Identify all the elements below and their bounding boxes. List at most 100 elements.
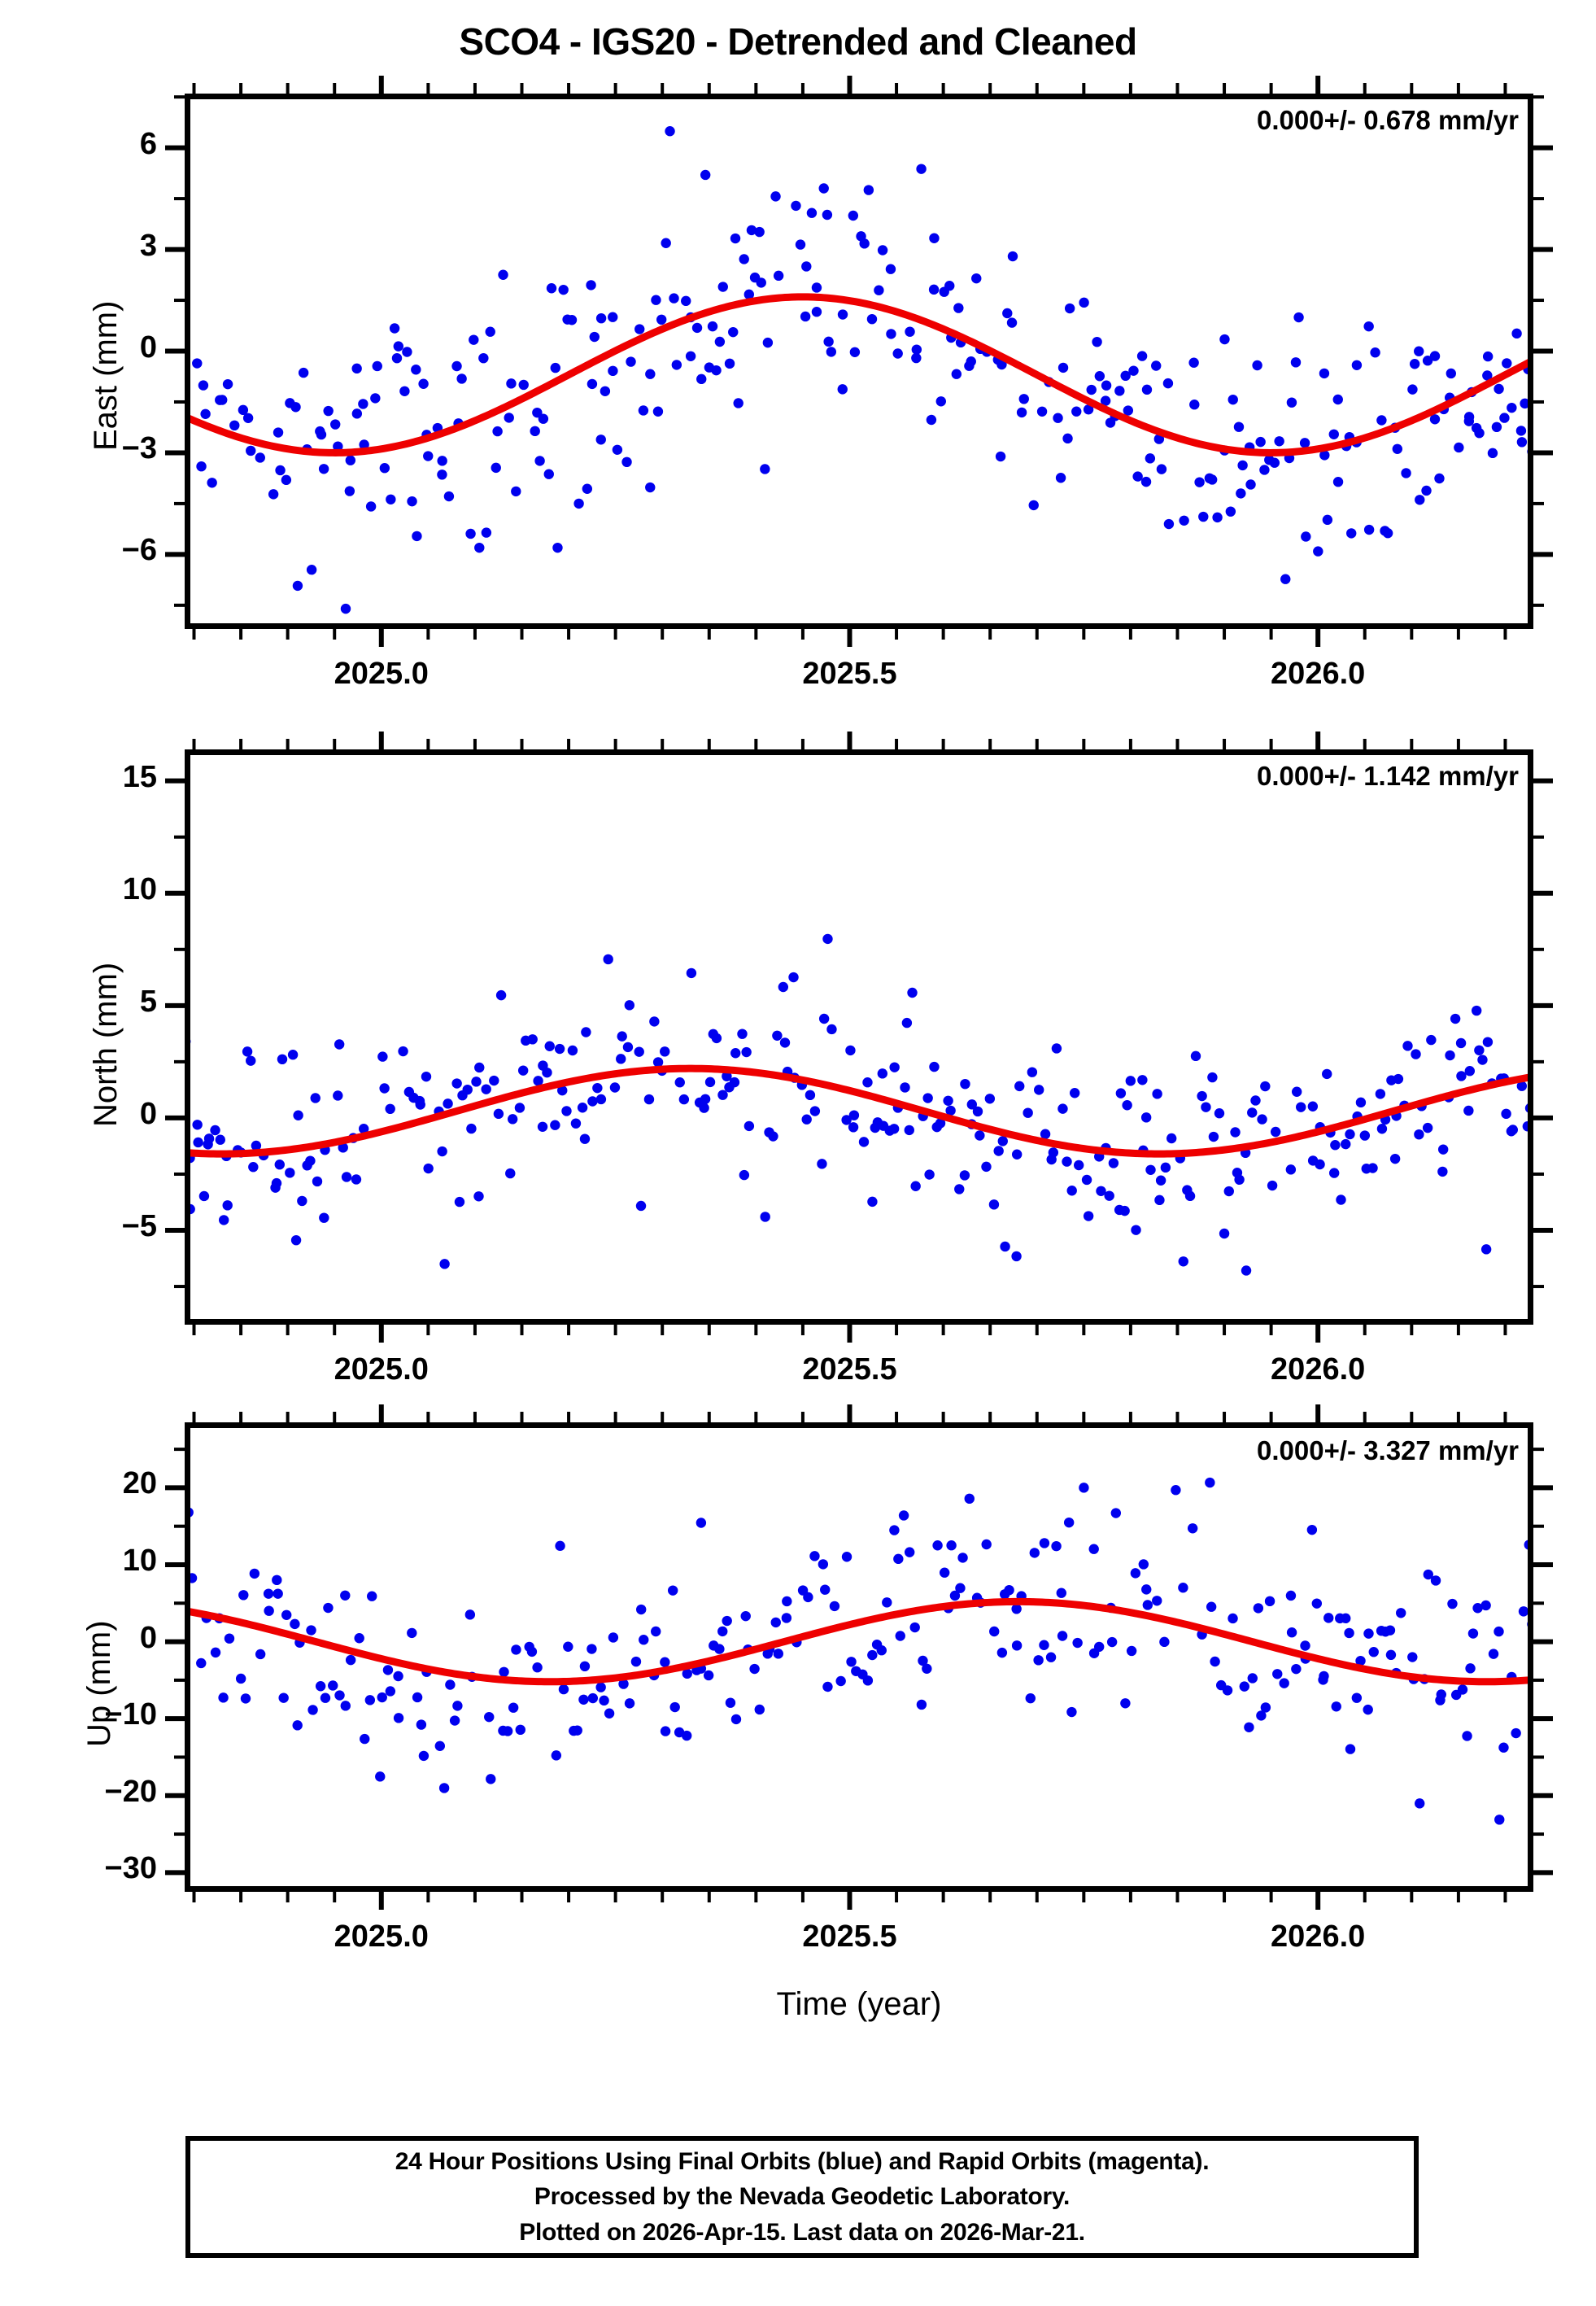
data-point bbox=[1002, 308, 1013, 319]
data-point bbox=[474, 1062, 485, 1073]
data-point bbox=[862, 1077, 873, 1088]
data-point bbox=[1498, 1742, 1509, 1753]
data-point bbox=[1128, 365, 1139, 376]
data-point bbox=[465, 528, 476, 539]
data-point bbox=[379, 463, 390, 474]
data-point bbox=[867, 1196, 878, 1208]
data-point bbox=[805, 1090, 816, 1101]
data-point bbox=[1346, 528, 1357, 539]
data-point bbox=[517, 1065, 529, 1076]
data-point bbox=[1234, 1174, 1245, 1186]
data-point bbox=[608, 312, 618, 322]
data-point bbox=[1299, 438, 1310, 448]
data-point bbox=[820, 1584, 831, 1595]
y-tick-label: 6 bbox=[139, 126, 157, 161]
data-point bbox=[809, 1551, 820, 1561]
data-point bbox=[242, 413, 254, 423]
data-point bbox=[1140, 1112, 1152, 1123]
data-point bbox=[464, 1609, 476, 1620]
data-point bbox=[290, 1234, 302, 1246]
data-point bbox=[966, 1099, 978, 1110]
data-point bbox=[328, 1680, 338, 1691]
data-point bbox=[1079, 1483, 1089, 1493]
data-point bbox=[1036, 406, 1048, 417]
data-point bbox=[846, 1657, 857, 1667]
data-point bbox=[916, 164, 927, 174]
data-point bbox=[586, 280, 596, 290]
data-point bbox=[1422, 1122, 1433, 1133]
data-point bbox=[809, 1106, 821, 1116]
data-point bbox=[452, 1701, 463, 1711]
data-point bbox=[595, 435, 606, 445]
data-point bbox=[550, 1120, 560, 1130]
data-point bbox=[218, 1215, 229, 1225]
data-point bbox=[953, 303, 964, 313]
y-tick-label: 0 bbox=[139, 330, 157, 365]
data-point bbox=[717, 1626, 728, 1637]
data-point bbox=[1437, 1166, 1448, 1177]
data-point bbox=[667, 1585, 678, 1596]
data-point bbox=[1073, 1160, 1084, 1171]
data-point bbox=[1285, 1164, 1297, 1175]
data-point bbox=[511, 1644, 521, 1655]
x-tick-label: 2025.5 bbox=[802, 1919, 897, 1954]
data-point bbox=[1480, 1600, 1491, 1611]
data-point bbox=[1494, 383, 1504, 395]
data-point bbox=[506, 378, 517, 389]
data-point bbox=[724, 358, 735, 369]
data-point bbox=[1064, 303, 1075, 314]
data-point bbox=[1501, 1108, 1511, 1120]
data-point bbox=[443, 1098, 453, 1109]
data-point bbox=[791, 200, 801, 212]
data-point bbox=[1132, 471, 1143, 482]
data-point bbox=[277, 1054, 288, 1065]
data-point bbox=[779, 1037, 791, 1048]
data-point bbox=[281, 1609, 292, 1621]
data-point bbox=[372, 360, 382, 372]
data-point bbox=[290, 402, 301, 413]
data-point bbox=[634, 1046, 644, 1057]
data-point bbox=[608, 1632, 619, 1643]
data-point bbox=[511, 486, 521, 497]
data-point bbox=[1130, 1568, 1141, 1579]
data-point bbox=[756, 277, 766, 288]
data-point bbox=[1247, 1107, 1258, 1118]
rate-annotation: 0.000+/- 1.142 mm/yr bbox=[1257, 761, 1519, 791]
data-point bbox=[305, 1155, 316, 1166]
data-point bbox=[877, 1068, 888, 1079]
data-point bbox=[929, 1061, 940, 1072]
data-point bbox=[1396, 1608, 1406, 1618]
data-point bbox=[1004, 1584, 1014, 1596]
data-point bbox=[552, 542, 563, 553]
data-point bbox=[1051, 1043, 1062, 1054]
data-point bbox=[754, 226, 765, 238]
data-point bbox=[901, 1017, 913, 1029]
data-point bbox=[1125, 1076, 1136, 1086]
data-point bbox=[1511, 328, 1522, 339]
data-point bbox=[972, 1106, 983, 1117]
data-point bbox=[778, 981, 789, 993]
data-point bbox=[1198, 511, 1209, 522]
data-point bbox=[1051, 1540, 1062, 1552]
data-point bbox=[340, 603, 351, 614]
data-point bbox=[546, 283, 557, 294]
data-point bbox=[981, 1539, 992, 1550]
data-point bbox=[924, 1169, 935, 1180]
data-point bbox=[340, 1701, 351, 1711]
data-point bbox=[1040, 1129, 1051, 1139]
data-point bbox=[729, 1077, 740, 1088]
y-tick-label: 5 bbox=[139, 984, 157, 1019]
data-point bbox=[837, 384, 848, 395]
data-point bbox=[268, 489, 279, 500]
data-point bbox=[210, 1125, 220, 1136]
data-point bbox=[595, 312, 607, 324]
data-point bbox=[566, 315, 578, 325]
data-point bbox=[714, 1644, 725, 1654]
data-point bbox=[451, 1078, 462, 1089]
data-point bbox=[255, 452, 265, 463]
data-point bbox=[681, 1730, 692, 1741]
data-point bbox=[1423, 1569, 1433, 1580]
data-point bbox=[1376, 1124, 1388, 1134]
data-point bbox=[740, 1610, 751, 1622]
